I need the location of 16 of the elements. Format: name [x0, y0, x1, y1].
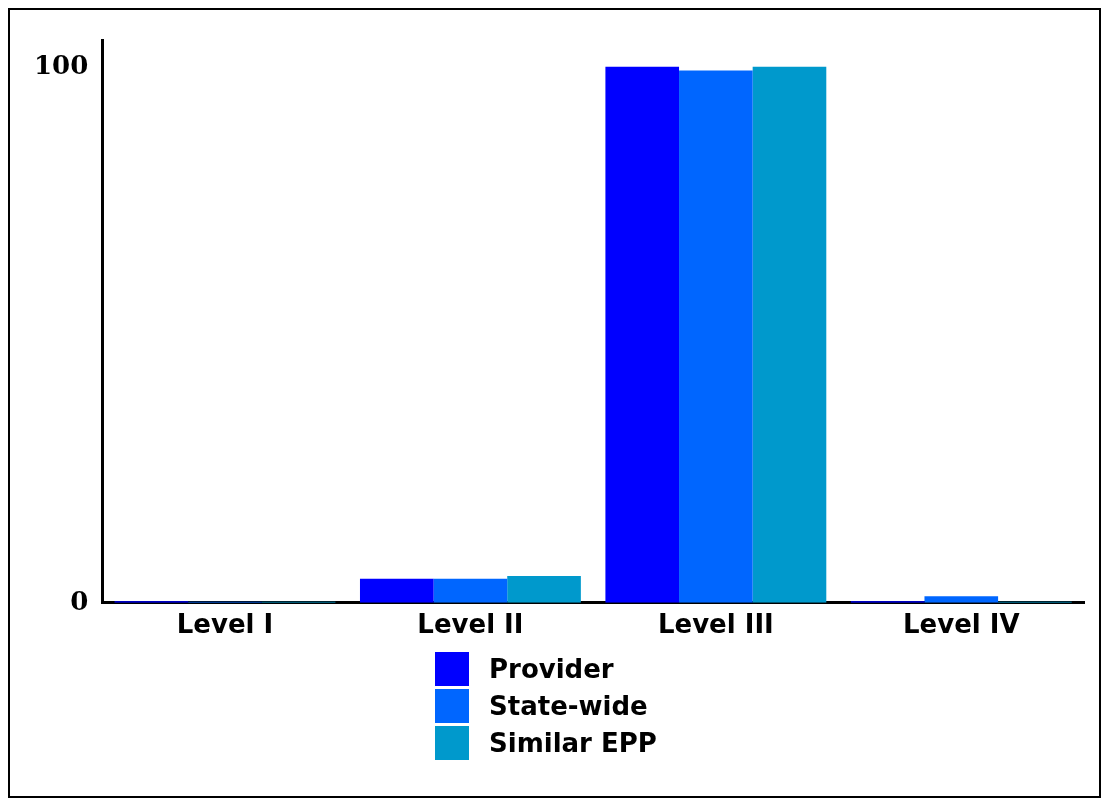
x-tick-label: Level I — [176, 609, 274, 640]
bar — [605, 66, 680, 603]
bar — [359, 578, 434, 603]
legend-label: Similar EPP — [489, 727, 657, 758]
bar — [679, 70, 753, 603]
x-tick-label: Level III — [657, 609, 774, 640]
legend-label: Provider — [489, 653, 614, 684]
bar — [752, 66, 827, 603]
bar — [507, 576, 581, 603]
bar — [433, 578, 508, 603]
x-tick-label: Level IV — [903, 609, 1020, 640]
x-tick-label: Level II — [417, 609, 524, 640]
bar — [924, 596, 999, 603]
y-tick-label: 100 — [33, 49, 89, 80]
legend-label: State-wide — [489, 690, 648, 721]
y-tick-label: 0 — [70, 585, 89, 616]
